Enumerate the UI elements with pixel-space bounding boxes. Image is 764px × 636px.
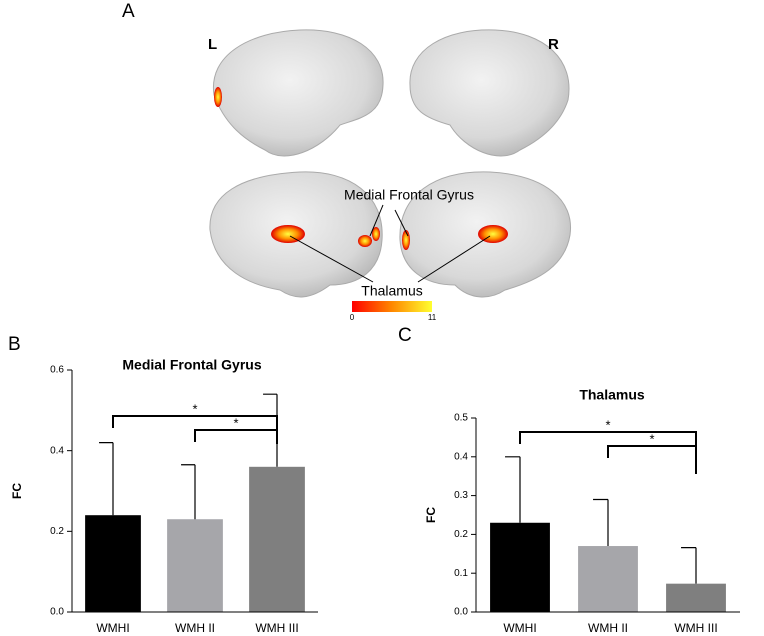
significance-bracket <box>607 445 697 474</box>
significance-bracket <box>519 431 697 446</box>
y-tick-label: 0.0 <box>454 607 468 618</box>
x-tick-label: WMH II <box>588 621 628 635</box>
bar-chart: Medial Frontal Gyrus FC 0.0 0.2 0.4 0.6 WMHI WM… <box>10 357 318 635</box>
error-bar <box>181 464 196 520</box>
bar <box>490 522 550 612</box>
brain-lateral-left <box>212 29 384 157</box>
panel-label: A <box>122 1 135 22</box>
significance-label: * <box>233 415 238 430</box>
y-tick-label: 0.5 <box>454 413 468 424</box>
hemisphere-label: R <box>548 36 559 53</box>
significance-label: * <box>192 401 197 416</box>
y-axis-label: FC <box>10 483 24 499</box>
significance-bracket <box>112 415 278 430</box>
x-tick-label: WMH III <box>255 621 298 635</box>
significance-label: * <box>649 431 654 446</box>
y-tick-label: 0.0 <box>50 607 64 618</box>
bar <box>578 546 638 612</box>
error-bar <box>681 546 697 584</box>
significance-bracket <box>194 429 278 444</box>
x-tick-label: WMHI <box>96 621 129 635</box>
bar-chart: Thalamus FC 0.0 0.1 0.2 0.3 0.4 0.5 WMHI WMH II WM… <box>424 387 740 635</box>
colorbar <box>352 301 432 312</box>
region-label: Medial Frontal Gyrus <box>344 187 474 203</box>
significance-label: * <box>605 417 610 432</box>
y-tick-label: 0.4 <box>50 445 64 456</box>
chart-title: Medial Frontal Gyrus <box>122 357 261 373</box>
brain-panel: L R Medial Frontal Gyrus Thalamus <box>208 29 572 312</box>
error-bar <box>505 456 521 523</box>
activation <box>372 227 380 241</box>
error-bar <box>593 498 609 547</box>
y-tick-label: 0.3 <box>454 490 468 501</box>
activation <box>214 87 222 107</box>
y-tick-label: 0.2 <box>50 526 64 537</box>
y-tick-label: 0.2 <box>454 529 468 540</box>
panel-label: C <box>398 325 412 346</box>
x-tick-label: WMH III <box>674 621 717 635</box>
panel-label: B <box>8 334 21 355</box>
region-label: Thalamus <box>361 283 422 299</box>
error-bar <box>99 442 114 516</box>
y-tick-label: 0.6 <box>50 365 64 376</box>
brain-lateral-right <box>409 29 570 157</box>
colorbar-tick-label: 11 <box>428 313 437 322</box>
arrows <box>289 204 491 283</box>
x-tick-label: WMH II <box>175 621 215 635</box>
bar <box>249 466 305 612</box>
y-tick-label: 0.1 <box>454 568 468 579</box>
activation <box>358 235 372 247</box>
bar <box>167 519 223 612</box>
x-tick-label: WMHI <box>503 621 536 635</box>
y-axis-label: FC <box>424 507 438 523</box>
bar <box>666 583 726 612</box>
activation <box>271 225 305 243</box>
hemisphere-label: L <box>208 36 217 53</box>
bar <box>85 515 141 612</box>
chart-title: Thalamus <box>579 387 645 403</box>
y-tick-label: 0.4 <box>454 451 468 462</box>
colorbar-tick-label: 0 <box>350 313 355 322</box>
